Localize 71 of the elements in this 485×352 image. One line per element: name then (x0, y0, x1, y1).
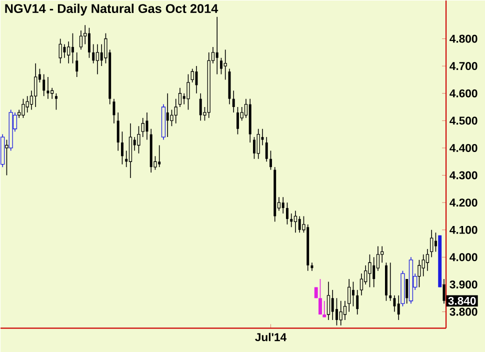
candlestick (146, 112, 148, 140)
y-tick-label: 4.400 (450, 144, 478, 152)
candlestick (269, 150, 272, 170)
candlestick (67, 41, 70, 64)
candlestick (34, 62, 38, 108)
candlestick (294, 210, 298, 233)
candlestick (137, 126, 140, 154)
y-tick-label: 4.700 (450, 62, 478, 70)
candlestick (322, 300, 326, 318)
candlestick (190, 68, 194, 83)
candlestick (141, 117, 144, 138)
candlestick (92, 44, 95, 64)
candlestick (286, 202, 288, 225)
candlestick (216, 16, 218, 75)
candlestick (54, 92, 58, 110)
y-tick-label: 4.600 (450, 89, 478, 98)
candlestick (318, 278, 322, 315)
candlestick (389, 262, 392, 302)
candlestick (63, 44, 66, 58)
candlestick (46, 76, 50, 100)
candlestick (326, 281, 330, 320)
candlestick (71, 32, 74, 64)
candlestick (406, 278, 408, 304)
candlestick (290, 213, 293, 228)
candlestick (116, 112, 120, 152)
candlestick (360, 273, 364, 296)
candlestick (310, 262, 314, 272)
candlestick (343, 300, 347, 320)
y-tick-label: 4.500 (450, 116, 478, 125)
candlestick (88, 27, 90, 58)
y-tick-label: 4.000 (450, 253, 478, 262)
candlestick (422, 254, 425, 277)
candlestick (224, 49, 227, 80)
candlestick (339, 300, 342, 326)
candlestick (282, 196, 284, 214)
annotation: 3.840 (448, 296, 476, 305)
candlestick (26, 96, 29, 113)
candlestick (393, 294, 396, 312)
candlestick (170, 109, 174, 126)
candlestick (96, 44, 100, 75)
candlestick (368, 254, 372, 288)
candlestick (174, 98, 178, 124)
candlestick (348, 278, 351, 312)
candlestick (434, 232, 437, 252)
candlestick (265, 136, 268, 162)
x-tick-label: Jul'14 (255, 332, 286, 342)
candlestick (76, 52, 78, 78)
candlestick (120, 131, 124, 165)
y-tick-label: 4.100 (450, 226, 478, 234)
candlestick (232, 90, 235, 113)
y-tick-label: 4.800 (450, 34, 478, 43)
candlestick (58, 38, 62, 64)
candlestick (397, 294, 400, 320)
y-tick-label: 3.900 (450, 280, 478, 288)
candlestick (430, 229, 434, 258)
candlestick (42, 74, 46, 96)
y-tick-label: 4.300 (450, 171, 478, 180)
candlestick (178, 87, 182, 108)
candlestick (112, 98, 116, 124)
y-tick-label: 3.800 (450, 308, 478, 316)
candlestick (256, 128, 260, 160)
candlestick (356, 289, 359, 315)
candlestick (186, 74, 190, 110)
candlestick (22, 98, 25, 118)
chart-title: NGV14 - Daily Natural Gas Oct 2014 (5, 4, 218, 16)
candlestick (352, 281, 354, 307)
candlestick (79, 30, 83, 50)
candlestick (195, 66, 198, 94)
candlestick (426, 248, 430, 272)
candlestick (331, 289, 334, 320)
y-tick-label: 4.200 (450, 198, 478, 207)
